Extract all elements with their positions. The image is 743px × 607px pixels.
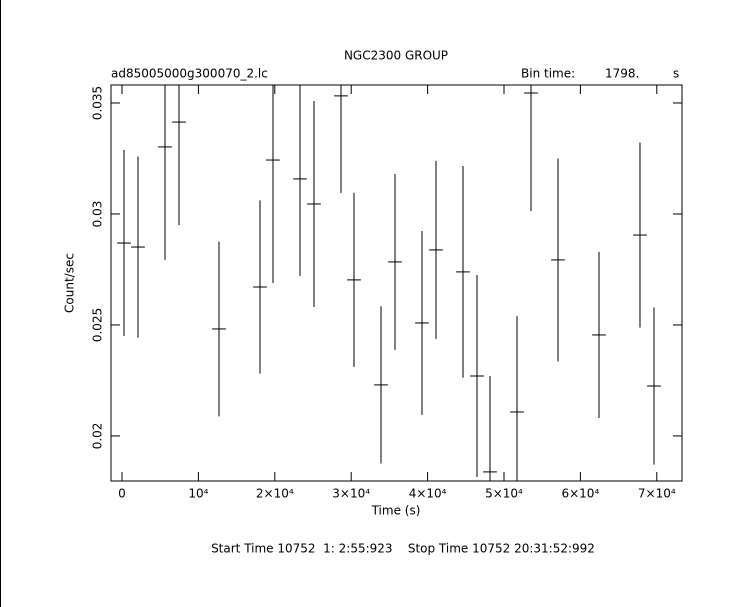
plot-frame <box>110 84 683 482</box>
y-tick-label: 0.025 <box>91 308 105 342</box>
bin-time: 1798. <box>605 67 639 81</box>
y-tick-label: 0.03 <box>91 201 105 228</box>
x-tick-label: 10⁴ <box>188 487 208 501</box>
plot-area <box>117 85 661 481</box>
bin-label: Bin time: <box>521 67 575 81</box>
file-label: ad85005000g300070_2.lc <box>111 67 268 81</box>
x-tick-label: 3×10⁴ <box>332 487 370 501</box>
x-tick-label: 5×10⁴ <box>485 487 523 501</box>
bin-unit: s <box>673 67 679 81</box>
x-tick-label: 4×10⁴ <box>409 487 447 501</box>
y-axis-label: Count/sec <box>63 253 77 313</box>
y-tick-label: 0.02 <box>91 423 105 450</box>
x-axis-label: Time (s) <box>371 504 421 518</box>
y-tick-label: 0.035 <box>91 86 105 120</box>
chart-title: NGC2300 GROUP <box>344 49 448 63</box>
x-tick-label: 0 <box>118 487 126 501</box>
x-tick-label: 6×10⁴ <box>561 487 599 501</box>
footer: Start Time 10752 1: 2:55:923 Stop Time 1… <box>211 542 595 556</box>
x-tick-label: 2×10⁴ <box>256 487 294 501</box>
x-tick-label: 7×10⁴ <box>638 487 676 501</box>
